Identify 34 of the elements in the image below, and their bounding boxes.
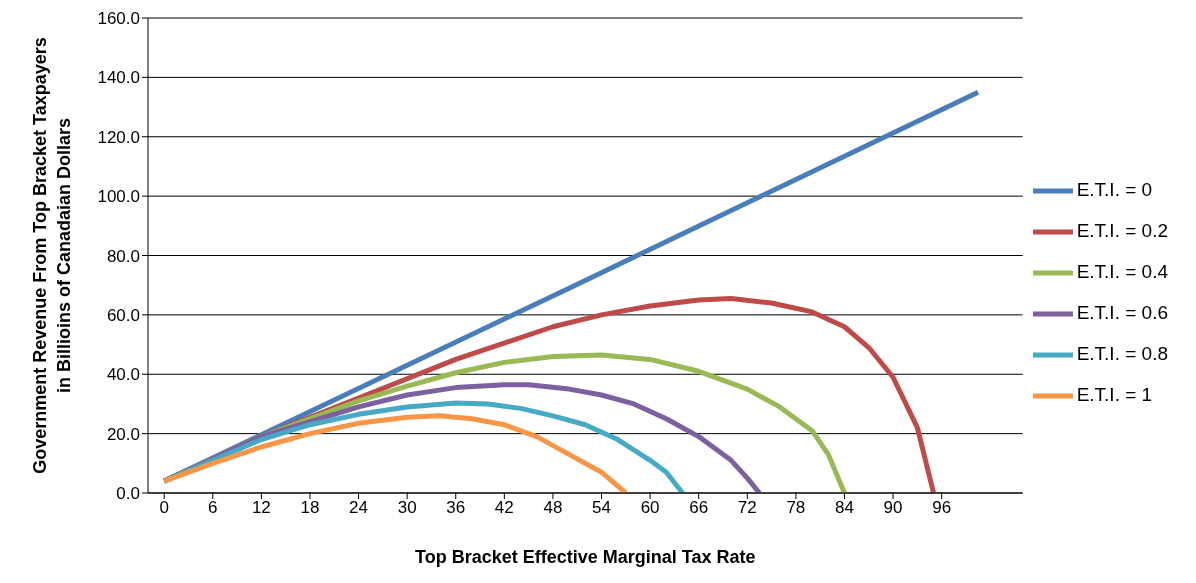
y-tick-label: 80.0 xyxy=(106,246,140,266)
legend-label: E.T.I. = 0.6 xyxy=(1076,302,1168,323)
x-tick-label: 66 xyxy=(689,498,709,518)
legend-label: E.T.I. = 1 xyxy=(1076,383,1153,405)
x-tick-label: 36 xyxy=(446,498,466,518)
x-tick-label: 96 xyxy=(932,498,952,518)
x-tick-label: 54 xyxy=(592,498,611,518)
y-tick-label: 100.0 xyxy=(97,187,140,207)
x-tick-label: 42 xyxy=(494,498,514,518)
x-tick-label: 90 xyxy=(883,498,903,518)
x-tick-label: 0 xyxy=(159,498,169,518)
x-tick-label: 6 xyxy=(208,498,218,518)
x-tick-label: 84 xyxy=(835,498,854,518)
y-tick-label: 60.0 xyxy=(106,305,140,325)
legend-label: E.T.I. = 0.4 xyxy=(1076,261,1168,283)
x-tick-label: 78 xyxy=(786,498,806,518)
legend-label: E.T.I. = 0.2 xyxy=(1076,220,1168,242)
y-tick-label: 140.0 xyxy=(97,68,140,88)
x-tick-label: 72 xyxy=(737,498,757,518)
legend-label: E.T.I. = 0.8 xyxy=(1076,342,1168,364)
y-tick-label: 120.0 xyxy=(97,127,140,147)
legend-label: E.T.I. = 0 xyxy=(1076,179,1153,201)
y-axis-title: Government Revenue From Top Bracket Taxpayers in Billioins of Canadaian Dollars xyxy=(30,37,74,474)
x-tick-label: 60 xyxy=(640,498,660,518)
y-tick-label: 0.0 xyxy=(116,484,140,504)
x-axis-title: Top Bracket Effective Marginal Tax Rate xyxy=(415,547,756,567)
x-tick-label: 12 xyxy=(251,498,271,518)
x-tick-label: 30 xyxy=(397,498,417,518)
x-tick-label: 18 xyxy=(300,498,320,518)
x-tick-label: 48 xyxy=(543,498,563,518)
y-tick-label: 160.0 xyxy=(97,9,140,29)
y-tick-label: 40.0 xyxy=(106,365,140,385)
x-tick-label: 24 xyxy=(349,498,369,518)
y-tick-label: 20.0 xyxy=(106,424,140,444)
